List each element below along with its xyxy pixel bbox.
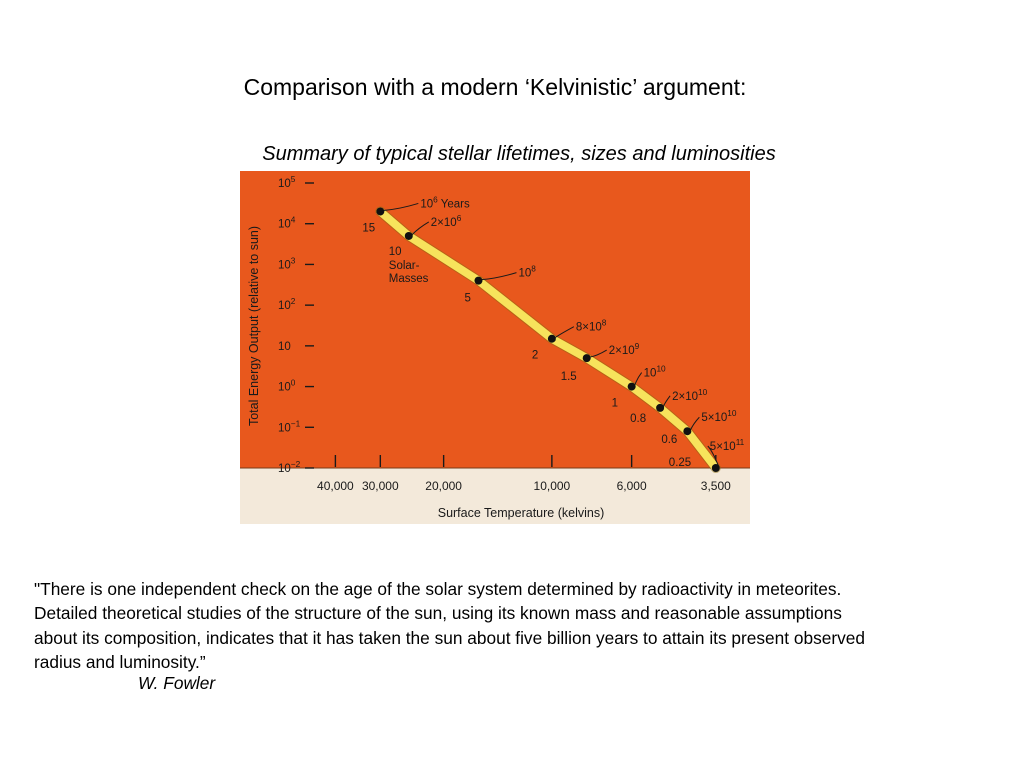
x-tick-label: 10,000 xyxy=(534,479,571,493)
y-tick-label: 103 xyxy=(278,256,296,271)
data-point xyxy=(547,334,556,343)
y-axis-label: Total Energy Output (relative to sun) xyxy=(247,226,261,426)
lifetime-leader-line xyxy=(554,326,575,339)
x-tick-label: 20,000 xyxy=(425,479,462,493)
fowler-quote: "There is one independent check on the a… xyxy=(34,577,1009,674)
lifetime-leader-line xyxy=(689,416,700,431)
stellar-lifetimes-chart: 10−2 10−1 100 10 102 103 104 105 40,000 30,000 20,… xyxy=(240,171,750,524)
mass-label: 5 xyxy=(464,293,470,305)
quote-line: radius and luminosity.” xyxy=(34,651,206,672)
data-point xyxy=(376,207,385,216)
lifetime-leader-line xyxy=(634,372,643,386)
quote-line: "There is one independent check on the a… xyxy=(34,579,842,599)
lifetime-label: 2×106 xyxy=(431,214,462,229)
chart-subtitle: Summary of typical stellar lifetimes, si… xyxy=(262,143,776,165)
data-point xyxy=(404,231,413,240)
y-tick-label: 105 xyxy=(278,175,296,190)
x-tick-label: 40,000 xyxy=(317,479,354,493)
slide-title: Comparison with a modern ‘Kelvinistic’ a… xyxy=(243,74,747,100)
data-point xyxy=(656,403,665,412)
y-tick-label: 10 xyxy=(278,341,291,353)
lifetime-label: 108 xyxy=(518,265,536,280)
x-tick-label: 3,500 xyxy=(701,479,731,493)
lifetime-leader-line xyxy=(411,221,430,236)
lifetime-label: 5×1011 xyxy=(710,438,745,453)
data-point xyxy=(627,382,636,391)
y-tick-label: 102 xyxy=(278,297,296,312)
quote-author: W. Fowler xyxy=(138,673,216,693)
mass-caption-line: Masses xyxy=(389,273,429,285)
y-tick-label: 104 xyxy=(278,216,296,231)
mass-label: 10 xyxy=(389,246,402,258)
data-point xyxy=(683,427,692,436)
lifetime-label: 5×1010 xyxy=(701,409,737,424)
quote-line: Detailed theoretical studies of the stru… xyxy=(34,603,842,624)
y-tick-label: 10−1 xyxy=(278,419,301,434)
lifetime-label: 2×109 xyxy=(609,342,640,357)
data-point xyxy=(711,464,720,472)
x-tick-label: 6,000 xyxy=(617,479,647,493)
lifetime-label: 1010 xyxy=(644,365,666,380)
quote-line: about its composition, indicates that it… xyxy=(34,627,865,648)
mass-label: 0.6 xyxy=(661,434,677,446)
mass-label: 0.25 xyxy=(669,457,691,469)
lifetime-leader-line xyxy=(589,349,607,358)
mass-label: 1.5 xyxy=(561,371,577,383)
lifetime-label: 8×108 xyxy=(576,319,607,334)
lifetime-leader-line xyxy=(481,272,517,281)
lifetime-label: 106 Years xyxy=(420,195,470,210)
x-axis-label: Surface Temperature (kelvins) xyxy=(438,506,605,520)
lifetime-leader-line xyxy=(383,202,419,211)
data-point xyxy=(474,276,483,285)
mass-label: 0.8 xyxy=(630,413,646,425)
mass-label: 15 xyxy=(362,222,375,234)
x-tick-label: 30,000 xyxy=(362,479,399,493)
mass-label: 1 xyxy=(612,398,618,410)
lifetime-label: 2×1010 xyxy=(672,388,708,403)
y-tick-label: 100 xyxy=(278,379,296,394)
y-tick-label: 10−2 xyxy=(278,460,301,475)
mass-label: 2 xyxy=(532,350,538,362)
mass-caption-line: Solar- xyxy=(389,260,420,272)
data-point xyxy=(582,354,591,363)
